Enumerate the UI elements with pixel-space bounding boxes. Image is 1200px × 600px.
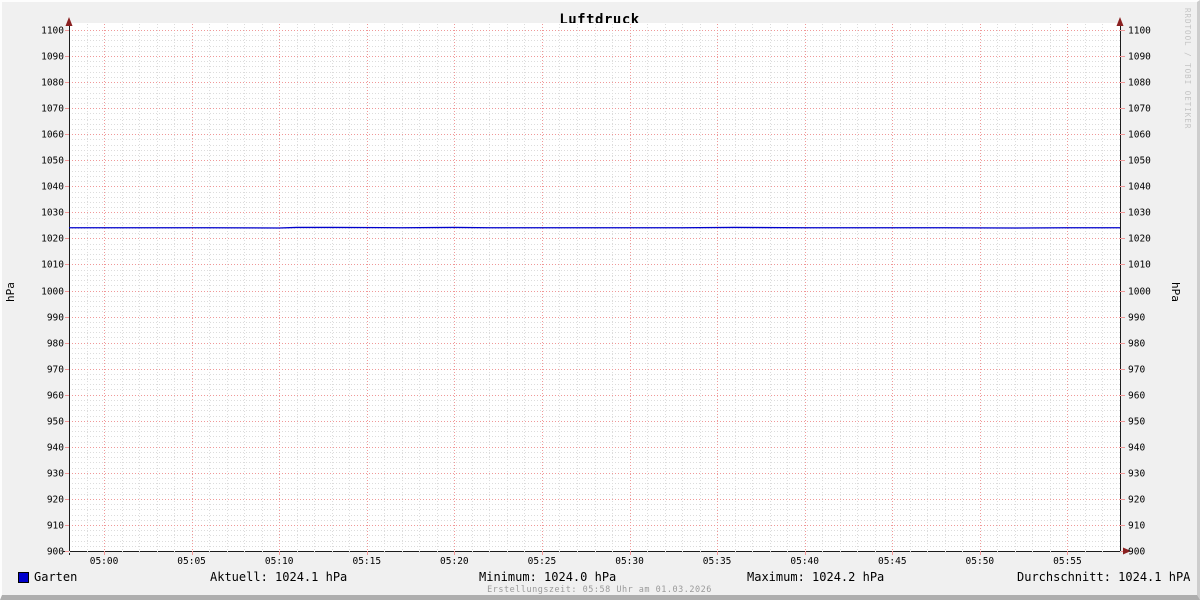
y-tick-label-left: 950: [47, 417, 64, 428]
y-tick-label-right: 1000: [1128, 287, 1151, 298]
y-tick-label-right: 900: [1128, 547, 1145, 558]
y-tick-label-right: 940: [1128, 443, 1145, 454]
y-tick-label-right: 950: [1128, 417, 1145, 428]
y-tick-label-right: 1090: [1128, 52, 1151, 63]
x-tick-label: 05:20: [440, 556, 469, 567]
y-tick-label-left: 1100: [41, 26, 64, 37]
y-tick-label-right: 1040: [1128, 182, 1151, 193]
y-axis-unit-right: hPa: [1169, 282, 1182, 302]
creation-timestamp: Erstellungszeit: 05:58 Uhr am 01.03.2026: [487, 585, 712, 595]
y-tick-label-right: 1080: [1128, 78, 1151, 89]
axis-ticks: [65, 30, 1125, 555]
y-tick-labels: 900 900 910 910 920 920 930 930 940 940 950 950 960 9…: [41, 26, 1151, 558]
y-tick-label-left: 1050: [41, 156, 64, 167]
x-tick-label: 05:10: [265, 556, 294, 567]
y-tick-label-right: 1030: [1128, 208, 1151, 219]
y-tick-label-left: 1020: [41, 234, 64, 245]
y-tick-label-left: 1030: [41, 208, 64, 219]
y-tick-label-right: 980: [1128, 339, 1145, 350]
axes: [63, 24, 1124, 555]
y-tick-label-left: 1040: [41, 182, 64, 193]
rrdtool-watermark: RRDTOOL / TOBI OETIKER: [1183, 8, 1192, 130]
grid-minor: [69, 24, 1121, 551]
y-axis-unit-left: hPa: [4, 282, 17, 302]
y-tick-label-right: 1050: [1128, 156, 1151, 167]
axis-arrows: [65, 17, 1131, 555]
y-tick-label-right: 970: [1128, 365, 1145, 376]
x-tick-labels: 05:00 05:05 05:10 05:15 05:20 05:25 05:30 05:35…: [90, 556, 1082, 567]
y-tick-label-right: 1060: [1128, 130, 1151, 141]
y-tick-label-left: 900: [47, 547, 64, 558]
y-tick-label-right: 1010: [1128, 260, 1151, 271]
y-tick-label-left: 1060: [41, 130, 64, 141]
x-tick-label: 05:30: [615, 556, 644, 567]
y-tick-label-left: 990: [47, 313, 64, 324]
y-tick-label-left: 930: [47, 469, 64, 480]
x-tick-label: 05:45: [878, 556, 907, 567]
y-tick-label-left: 1000: [41, 287, 64, 298]
y-tick-label-right: 1020: [1128, 234, 1151, 245]
y-tick-label-left: 980: [47, 339, 64, 350]
x-tick-label: 05:40: [790, 556, 819, 567]
y-tick-label-left: 920: [47, 495, 64, 506]
x-tick-label: 05:35: [703, 556, 732, 567]
x-tick-label: 05:05: [177, 556, 206, 567]
x-tick-label: 05:25: [528, 556, 557, 567]
x-tick-label: 05:00: [90, 556, 119, 567]
y-tick-label-left: 910: [47, 521, 64, 532]
y-tick-label-right: 920: [1128, 495, 1145, 506]
x-tick-label: 05:55: [1053, 556, 1082, 567]
y-tick-label-left: 1090: [41, 52, 64, 63]
x-tick-label: 05:15: [352, 556, 381, 567]
y-tick-label-right: 1070: [1128, 104, 1151, 115]
y-tick-label-left: 960: [47, 391, 64, 402]
y-tick-label-left: 970: [47, 365, 64, 376]
y-tick-label-left: 1080: [41, 78, 64, 89]
y-tick-label-right: 910: [1128, 521, 1145, 532]
y-tick-label-left: 1010: [41, 260, 64, 271]
y-tick-label-right: 930: [1128, 469, 1145, 480]
series-line-garten: [69, 226, 1120, 229]
y-tick-label-right: 960: [1128, 391, 1145, 402]
y-tick-label-left: 1070: [41, 104, 64, 115]
y-tick-label-right: 990: [1128, 313, 1145, 324]
y-tick-label-right: 1100: [1128, 26, 1151, 37]
y-tick-label-left: 940: [47, 443, 64, 454]
x-tick-label: 05:50: [966, 556, 995, 567]
